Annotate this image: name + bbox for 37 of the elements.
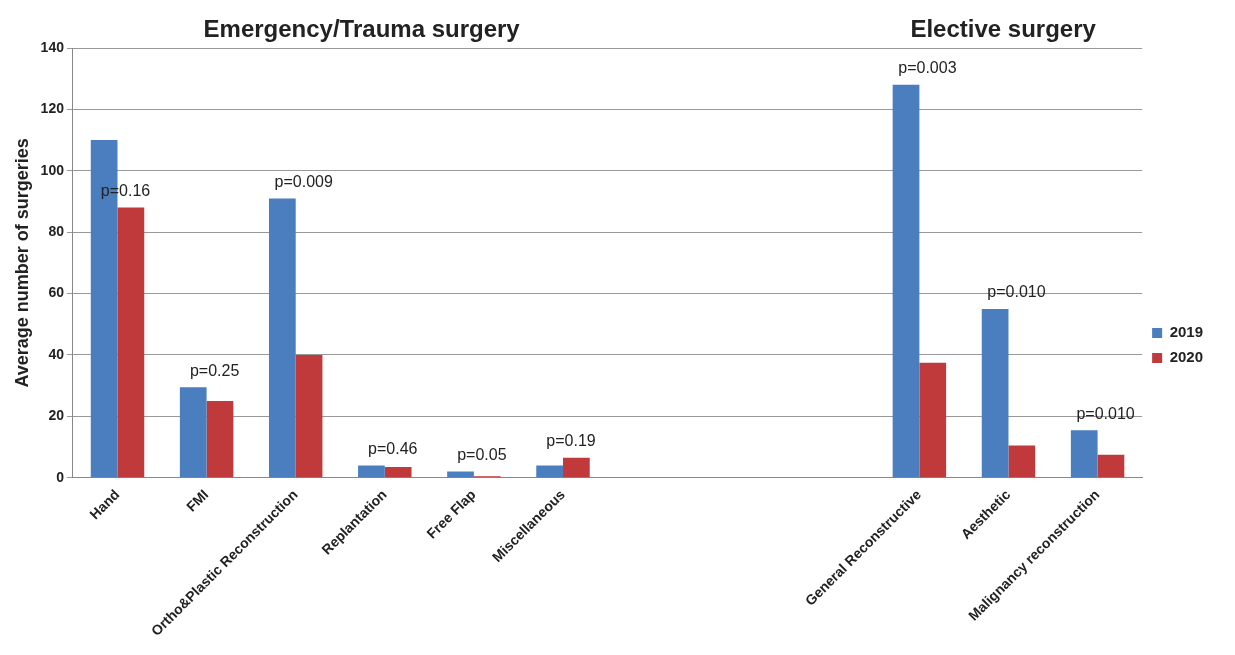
annotation: p=0.05: [457, 446, 507, 464]
y-tick-label: 40: [48, 345, 65, 362]
bar: [981, 308, 1009, 478]
bar: [1008, 445, 1036, 478]
bar: [268, 198, 296, 478]
text: Elective surgery: [910, 14, 1097, 42]
bar: [563, 457, 590, 478]
annotation: p=0.003: [898, 59, 957, 77]
y-tick-label: 80: [48, 223, 65, 240]
annotation: p=0.009: [274, 172, 333, 190]
y-tick-label: 100: [40, 161, 65, 178]
annotation: p=0.010: [1076, 404, 1135, 422]
bar: [117, 207, 145, 478]
bar: [1097, 454, 1125, 478]
y-tick-label: 60: [48, 284, 65, 301]
text: Emergency/Trauma surgery: [203, 14, 521, 42]
bar: [919, 362, 947, 478]
legend-label: 2020: [1169, 348, 1204, 366]
bar: [358, 465, 385, 478]
legend-label: 2019: [1169, 323, 1204, 341]
annotation: p=0.19: [546, 432, 596, 450]
x-tick-label: FMI: [183, 486, 212, 515]
y-tick-label: 140: [40, 38, 65, 55]
bar: [179, 387, 207, 478]
bar: [1070, 430, 1098, 478]
annotation: p=0.46: [368, 439, 418, 457]
annotation: p=0.010: [987, 283, 1046, 301]
bar: [892, 84, 920, 478]
bar: [384, 467, 412, 478]
y-tick-label: 120: [40, 100, 65, 117]
annotation: p=0.25: [189, 361, 240, 379]
bar: [536, 465, 563, 478]
y-tick-label: 0: [56, 468, 65, 485]
y-tick-label: 20: [48, 407, 65, 424]
y-axis-title: Average number of surgeries: [11, 138, 32, 388]
bar: [206, 401, 234, 478]
bar: [295, 354, 323, 478]
